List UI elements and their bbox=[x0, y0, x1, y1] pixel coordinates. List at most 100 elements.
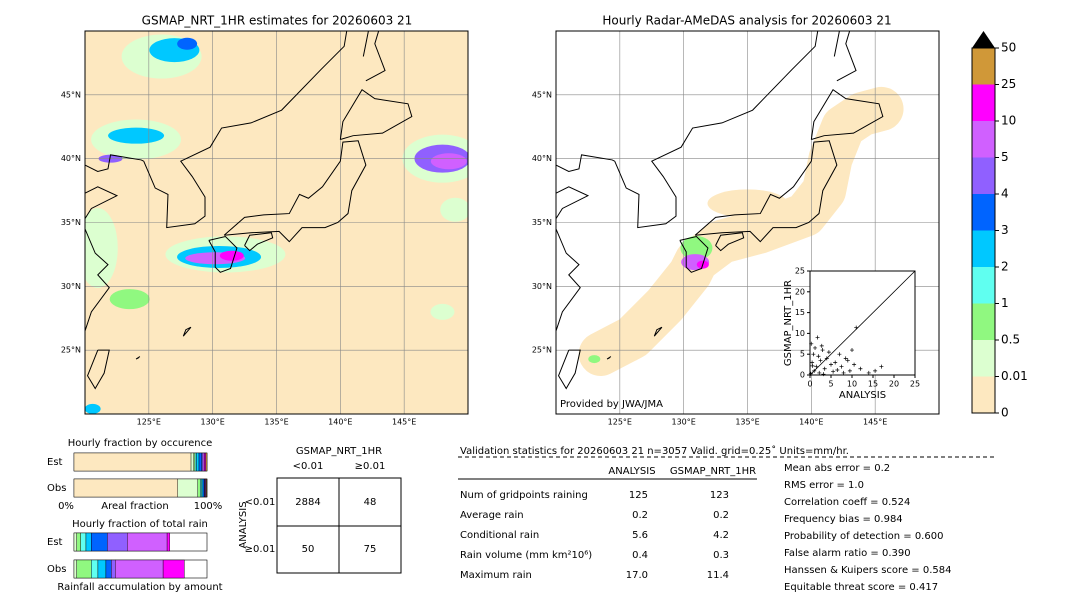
bar-segment bbox=[76, 532, 81, 552]
scatter-point bbox=[841, 370, 846, 375]
coastline bbox=[223, 140, 367, 243]
row-label: Est bbox=[47, 537, 63, 548]
scatter-point bbox=[819, 343, 824, 348]
row-label: Obs bbox=[47, 564, 66, 575]
cell: 75 bbox=[364, 544, 377, 555]
validation-title: Validation statistics for 20260603 21 n=… bbox=[460, 445, 849, 457]
stat-label: Maximum rain bbox=[460, 570, 532, 581]
coastline bbox=[606, 356, 612, 360]
colorbar-label: 3 bbox=[1001, 223, 1009, 237]
y-tick-label: 25 bbox=[795, 267, 805, 276]
x-tick-label: 20 bbox=[889, 380, 899, 389]
bar-segment bbox=[107, 532, 128, 552]
x-tick-label: 0 bbox=[807, 380, 812, 389]
lat-label: 45°N bbox=[61, 90, 81, 99]
scatter-point bbox=[815, 335, 820, 340]
bar-segment bbox=[73, 532, 77, 552]
bar-segment bbox=[73, 559, 77, 579]
lat-label: 25°N bbox=[61, 346, 81, 355]
bar-segment bbox=[97, 559, 107, 579]
colorbar-segment bbox=[972, 230, 995, 267]
column-header: GSMAP_NRT_1HR bbox=[670, 466, 756, 477]
diagonal bbox=[809, 270, 916, 376]
stat-label: Rain volume (mm km²10⁶) bbox=[460, 550, 592, 561]
occurrence-title: Hourly fraction by occurence bbox=[68, 438, 212, 449]
bar-segment bbox=[196, 452, 200, 472]
bar-segment bbox=[190, 452, 194, 472]
lon-label: 135°E bbox=[264, 418, 288, 427]
axis-right: 100% bbox=[194, 501, 223, 512]
cell: 48 bbox=[364, 497, 377, 508]
coastline bbox=[715, 232, 745, 252]
scatter-point bbox=[822, 366, 827, 371]
map-frame bbox=[84, 30, 469, 415]
stat-value: 123 bbox=[710, 490, 729, 501]
scatter-point bbox=[847, 368, 852, 373]
coastline bbox=[244, 232, 274, 252]
scatter-point bbox=[809, 341, 814, 346]
rain-area bbox=[680, 236, 713, 261]
scatter-point bbox=[810, 363, 815, 368]
bar-segment bbox=[162, 559, 185, 579]
coastline bbox=[833, 31, 857, 82]
lat-label: 30°N bbox=[61, 282, 81, 291]
bar-segment bbox=[115, 559, 164, 579]
col-label: <0.01 bbox=[293, 461, 324, 472]
rain-area bbox=[109, 289, 150, 310]
row-title: ANALYSIS bbox=[238, 501, 249, 548]
rain-area bbox=[440, 197, 468, 222]
map-frame bbox=[555, 30, 940, 415]
cell: 2884 bbox=[295, 497, 320, 508]
scatter-point bbox=[812, 368, 817, 373]
scatter-point bbox=[829, 362, 833, 367]
x-tick-label: 10 bbox=[847, 380, 857, 389]
scatter-point bbox=[858, 366, 863, 371]
x-tick-label: 15 bbox=[868, 380, 878, 389]
total-rain-footer: Rainfall accumulation by amount bbox=[57, 582, 222, 593]
scatter-point bbox=[817, 370, 822, 375]
y-tick-label: 10 bbox=[795, 329, 805, 338]
bar-segment bbox=[126, 532, 168, 552]
row-label: Obs bbox=[47, 483, 66, 494]
score: Equitable threat score = 0.417 bbox=[784, 582, 938, 593]
colorbar-segment bbox=[972, 194, 995, 231]
cell: 50 bbox=[302, 544, 315, 555]
bar-segment bbox=[105, 559, 112, 579]
scatter-point bbox=[820, 348, 825, 353]
coastline bbox=[362, 31, 386, 82]
colorbar-segment bbox=[972, 121, 995, 158]
colorbar-label: 0.01 bbox=[1001, 369, 1028, 383]
bar-segment bbox=[73, 452, 192, 472]
credit: Provided by JWA/JMA bbox=[560, 399, 663, 410]
scatter-point bbox=[814, 364, 819, 369]
scatter-point bbox=[837, 352, 842, 357]
y-axis-label: GSMAP_NRT_1HR bbox=[783, 280, 794, 366]
stat-label: Num of gridpoints raining bbox=[460, 490, 588, 501]
score: Frequency bias = 0.984 bbox=[784, 514, 903, 525]
lat-label: 35°N bbox=[532, 218, 552, 227]
lon-label: 135°E bbox=[735, 418, 759, 427]
row-label: ≥0.01 bbox=[245, 544, 276, 555]
coastline bbox=[182, 326, 192, 337]
coastline bbox=[557, 349, 581, 390]
stat-value: 0.2 bbox=[713, 510, 729, 521]
stat-value: 0.4 bbox=[632, 550, 648, 561]
rain-area bbox=[108, 127, 165, 144]
lon-label: 140°E bbox=[799, 418, 823, 427]
axis-left: 0% bbox=[58, 501, 74, 512]
colorbar-label: 0.5 bbox=[1001, 333, 1020, 347]
bar-segment bbox=[197, 478, 201, 498]
score: Correlation coeff = 0.524 bbox=[784, 497, 910, 508]
colorbar-label: 2 bbox=[1001, 260, 1009, 274]
stat-value: 0.2 bbox=[632, 510, 648, 521]
y-tick-label: 20 bbox=[795, 287, 805, 296]
stat-value: 125 bbox=[629, 490, 648, 501]
coastline bbox=[556, 154, 615, 172]
lat-label: 45°N bbox=[532, 90, 552, 99]
colorbar-label: 5 bbox=[1001, 150, 1009, 164]
y-tick-label: 0 bbox=[800, 371, 805, 380]
axis-mid: Areal fraction bbox=[101, 501, 168, 512]
x-axis-label: ANALYSIS bbox=[839, 390, 886, 401]
stat-value: 17.0 bbox=[626, 570, 648, 581]
